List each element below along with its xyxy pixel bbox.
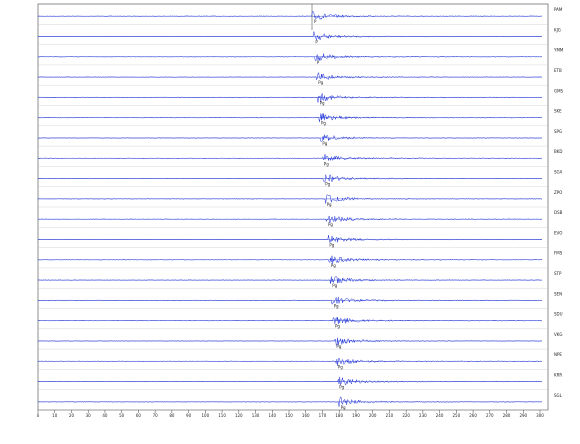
phase-label: Pg xyxy=(329,242,334,247)
x-tick-label: 120 xyxy=(235,413,243,418)
waveform xyxy=(37,31,543,41)
x-tick-label: 130 xyxy=(252,413,260,418)
station-label: DSB xyxy=(554,210,563,215)
x-tick-label: 70 xyxy=(153,413,159,418)
phase-label: Pg xyxy=(318,80,323,85)
waveform xyxy=(37,113,543,122)
x-tick-label: 80 xyxy=(169,413,175,418)
x-tick-label: 300 xyxy=(536,413,544,418)
waveform xyxy=(37,376,543,386)
station-label: SKE xyxy=(554,109,562,114)
waveform xyxy=(37,396,543,407)
x-tick-label: 250 xyxy=(453,413,461,418)
waveform xyxy=(37,174,543,183)
station-label: YMM xyxy=(553,48,564,53)
waveform xyxy=(37,255,543,264)
station-label: SGA xyxy=(554,169,563,174)
x-tick-label: 140 xyxy=(268,413,276,418)
x-tick-label: 170 xyxy=(319,413,327,418)
station-label: KRR xyxy=(554,372,562,377)
phase-label: Pg xyxy=(331,263,336,268)
station-label: BKD xyxy=(554,149,562,154)
x-tick-label: 270 xyxy=(486,413,494,418)
station-label: EVO xyxy=(554,230,562,235)
x-tick-label: 210 xyxy=(386,413,394,418)
x-tick-label: 190 xyxy=(352,413,360,418)
phase-label: Pg xyxy=(325,182,330,187)
x-tick-label: 280 xyxy=(503,413,511,418)
station-label: SEN xyxy=(554,291,562,296)
x-tick-label: 160 xyxy=(302,413,310,418)
phase-label: Pg xyxy=(335,324,340,329)
waveform xyxy=(37,337,543,347)
x-tick-label: 0 xyxy=(37,413,40,418)
station-label: NPE xyxy=(554,352,562,357)
phase-label: Pg xyxy=(324,161,329,166)
x-tick-label: 40 xyxy=(102,413,108,418)
x-tick-label: 50 xyxy=(119,413,125,418)
x-tick-label: 60 xyxy=(136,413,142,418)
x-tick-label: 220 xyxy=(402,413,410,418)
waveform xyxy=(37,11,543,21)
station-label: ZPO xyxy=(554,190,562,195)
x-tick-label: 260 xyxy=(469,413,477,418)
x-tick-label: 20 xyxy=(69,413,75,418)
phase-label: P xyxy=(317,60,320,65)
waveform xyxy=(37,296,543,305)
station-label: SGL xyxy=(554,393,563,398)
station-label: PAM xyxy=(554,7,563,12)
waveform xyxy=(37,93,543,103)
phase-label: Pg xyxy=(341,405,346,410)
waveform xyxy=(37,214,543,224)
phase-label: Pg xyxy=(338,364,343,369)
phase-label: Pg xyxy=(320,100,325,105)
phase-label: Pg xyxy=(336,344,341,349)
phase-label: Pg xyxy=(322,141,327,146)
x-tick-label: 240 xyxy=(436,413,444,418)
waveform xyxy=(37,154,543,162)
waveform xyxy=(37,194,543,204)
x-tick-label: 110 xyxy=(218,413,226,418)
x-tick-label: 10 xyxy=(52,413,58,418)
station-label: STP xyxy=(554,271,562,276)
x-tick-label: 230 xyxy=(419,413,427,418)
waveform xyxy=(37,357,543,366)
x-tick-label: 100 xyxy=(202,413,210,418)
x-tick-label: 290 xyxy=(519,413,527,418)
station-label: FMS xyxy=(554,251,563,256)
station-label: ETB xyxy=(554,68,562,73)
waveform xyxy=(37,316,543,325)
station-label: GMS xyxy=(554,88,564,93)
station-label: SDU xyxy=(554,312,563,317)
phase-label: Pg xyxy=(327,202,332,207)
waveform xyxy=(37,72,542,81)
phase-label: Pg xyxy=(334,303,339,308)
phase-label: P xyxy=(315,39,318,44)
waveform xyxy=(37,276,543,284)
station-label: KJG xyxy=(554,27,561,32)
x-tick-label: 30 xyxy=(86,413,92,418)
x-tick-label: 200 xyxy=(369,413,377,418)
x-tick-label: 90 xyxy=(186,413,192,418)
phase-label: Pg xyxy=(332,283,337,288)
station-label: VKG xyxy=(554,332,562,337)
x-tick-label: 150 xyxy=(285,413,293,418)
phase-label: P xyxy=(314,19,317,24)
x-tick-label: 180 xyxy=(335,413,343,418)
waveform xyxy=(37,53,543,62)
phase-label: Pg xyxy=(339,385,344,390)
phase-label: Pg xyxy=(328,222,333,227)
phase-label: Pg xyxy=(321,121,326,126)
waveform xyxy=(37,235,543,244)
waveform xyxy=(37,134,543,142)
station-label: SPG xyxy=(554,129,562,134)
